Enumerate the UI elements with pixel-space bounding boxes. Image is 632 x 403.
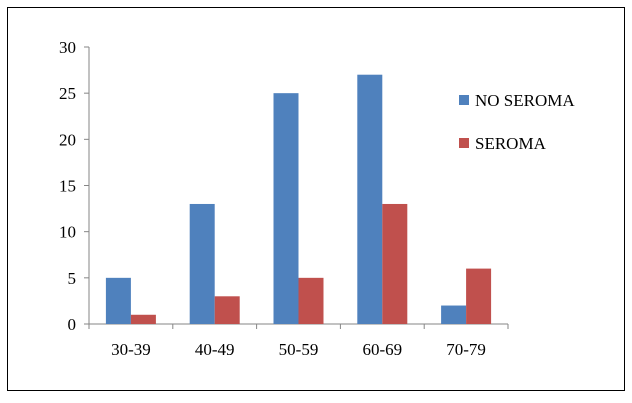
bar-seroma [130, 314, 156, 324]
legend-label: SEROMA [475, 134, 547, 153]
legend-swatch [459, 95, 469, 105]
bar-seroma [298, 277, 324, 324]
bar-seroma [214, 296, 240, 324]
legend: NO SEROMA SEROMA [459, 91, 575, 153]
bars [105, 74, 492, 325]
bar-seroma [382, 203, 408, 324]
bar-seroma [466, 268, 492, 324]
x-tick-label: 50-59 [279, 340, 319, 359]
bar-no-seroma [189, 203, 215, 324]
x-tick-label: 70-79 [446, 340, 486, 359]
y-tick-label: 20 [59, 130, 76, 149]
bar-no-seroma [441, 305, 467, 324]
axes: 0 5 10 15 20 25 30 30-39 40-49 50-59 60-69 70-79 [59, 38, 509, 359]
y-tick-label: 10 [59, 223, 76, 242]
x-tick-label: 40-49 [195, 340, 235, 359]
legend-swatch [459, 138, 469, 148]
y-tick-label: 25 [59, 84, 76, 103]
legend-label: NO SEROMA [475, 91, 575, 110]
y-tick-label: 15 [59, 177, 76, 196]
y-tick-label: 30 [59, 38, 76, 57]
y-tick-label: 5 [68, 269, 77, 288]
bar-no-seroma [273, 93, 299, 325]
bar-no-seroma [105, 277, 131, 324]
x-tick-label: 30-39 [111, 340, 151, 359]
y-tick-label: 0 [68, 315, 77, 334]
chart-border [7, 7, 625, 391]
x-tick-label: 60-69 [362, 340, 402, 359]
bar-no-seroma [357, 74, 383, 324]
